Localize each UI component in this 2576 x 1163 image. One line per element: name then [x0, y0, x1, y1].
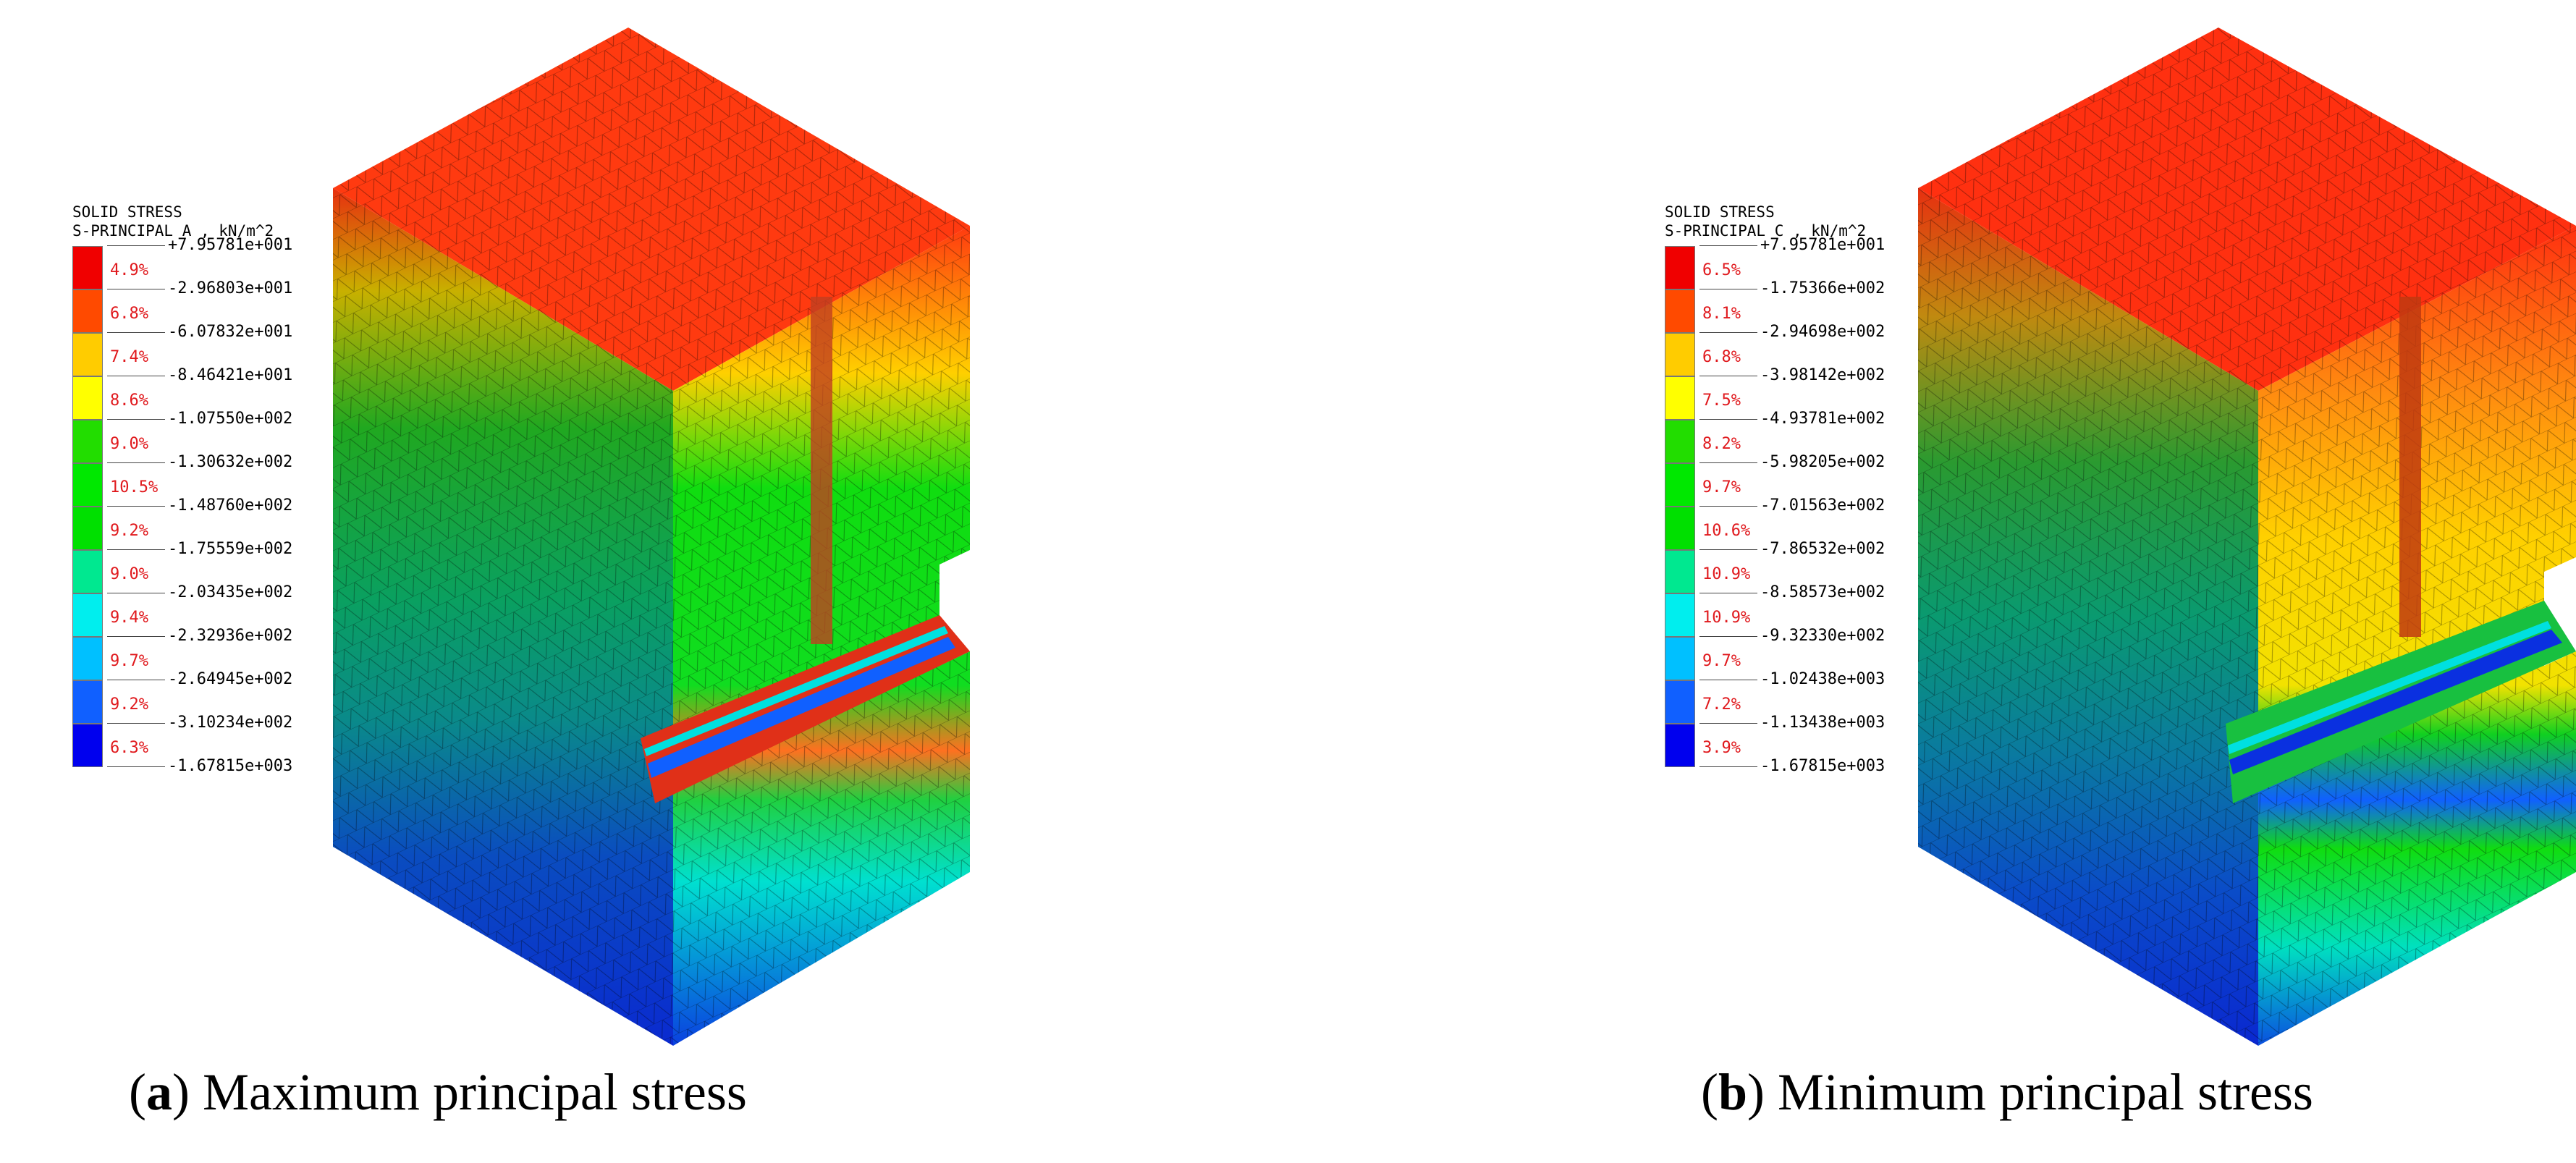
legend-percent: 6.8%: [1702, 348, 1741, 366]
legend-percent: 6.5%: [1702, 261, 1741, 279]
legend-value: -5.98205e+002: [1699, 453, 1885, 471]
legend-swatch: [1665, 420, 1695, 463]
legend-percent: 10.6%: [1702, 522, 1751, 540]
legend-value: -1.75366e+002: [1699, 279, 1885, 297]
legend-swatch: [1665, 550, 1695, 593]
legend-percent: 7.2%: [1702, 695, 1741, 714]
legend-percent: 7.5%: [1702, 392, 1741, 410]
legend-percent: 9.7%: [1702, 652, 1741, 670]
legend-percent: 10.5%: [110, 478, 159, 496]
legend-swatch: [72, 420, 103, 463]
legend-percent: 9.0%: [110, 435, 148, 453]
legend-percent: 9.7%: [1702, 478, 1741, 496]
legend-value: -8.58573e+002: [1699, 583, 1885, 601]
caption-text: Minimum principal stress: [1765, 1063, 2313, 1121]
legend-value: -2.94698e+002: [1699, 323, 1885, 341]
legend-value: -7.01563e+002: [1699, 496, 1885, 515]
legend-percent: 4.9%: [110, 261, 148, 279]
legend-swatch: [72, 680, 103, 724]
legend-value: -4.93781e+002: [1699, 410, 1885, 428]
caption-a: (a) Maximum principal stress: [129, 1063, 747, 1121]
legend-swatch: [72, 550, 103, 593]
vertical-slot: [2399, 297, 2421, 637]
legend-percent: 8.2%: [1702, 435, 1741, 453]
legend-value: -1.02438e+003: [1699, 670, 1885, 688]
legend-b: SOLID STRESS S-PRINCIPAL C , kN/m^2 +7.9…: [1665, 203, 1885, 775]
legend-value: -9.32330e+002: [1699, 627, 1885, 645]
legend-swatch: [1665, 376, 1695, 420]
legend-swatch: [1665, 507, 1695, 550]
legend-percent: 9.2%: [110, 522, 148, 540]
legend-percent: 8.1%: [1702, 305, 1741, 323]
legend-percent: 10.9%: [1702, 565, 1751, 583]
vertical-slot: [811, 297, 832, 644]
legend-value: -2.64945e+002: [107, 670, 292, 688]
legend-swatch: [1665, 593, 1695, 637]
legend-swatch: [72, 637, 103, 680]
legend-swatch: [1665, 637, 1695, 680]
legend-title-1: SOLID STRESS: [72, 203, 182, 221]
legend-swatch: [1665, 724, 1695, 767]
legend-value: -6.07832e+001: [107, 323, 292, 341]
legend-swatch: [72, 333, 103, 376]
legend-value: -1.30632e+002: [107, 453, 292, 471]
legend-value: -2.96803e+001: [107, 279, 292, 297]
legend-value: -1.07550e+002: [107, 410, 292, 428]
legend-percent: 9.4%: [110, 609, 148, 627]
legend-swatch: [1665, 333, 1695, 376]
legend-value: +7.95781e+001: [107, 236, 292, 254]
caption-text: Maximum principal stress: [189, 1063, 747, 1121]
legend-value: -2.03435e+002: [107, 583, 292, 601]
legend-swatch: [72, 246, 103, 289]
caption-letter: a: [145, 1063, 172, 1121]
legend-swatch: [72, 289, 103, 333]
legend-percent: 10.9%: [1702, 609, 1751, 627]
legend-value: -8.46421e+001: [107, 366, 292, 384]
legend-value: -1.67815e+003: [107, 757, 292, 775]
legend-percent: 8.6%: [110, 392, 148, 410]
legend-percent: 7.4%: [110, 348, 148, 366]
legend-percent: 9.7%: [110, 652, 148, 670]
panel-b: SOLID STRESS S-PRINCIPAL C , kN/m^2 +7.9…: [1288, 0, 2576, 1163]
legend-colorbar: +7.95781e+001 -1.75366e+002 -2.94698e+002 -…: [1665, 236, 1885, 775]
legend-swatch: [1665, 289, 1695, 333]
caption-letter: b: [1718, 1063, 1748, 1121]
legend-colorbar: +7.95781e+001 -2.96803e+001 -6.07832e+001 -…: [72, 236, 292, 775]
legend-value: -7.86532e+002: [1699, 540, 1885, 558]
legend-value: -3.98142e+002: [1699, 366, 1885, 384]
legend-swatch: [72, 724, 103, 767]
legend-value: +7.95781e+001: [1699, 236, 1885, 254]
legend-swatch: [72, 463, 103, 507]
legend-percent: 3.9%: [1702, 739, 1741, 757]
legend-swatch: [1665, 463, 1695, 507]
legend-percent: 9.2%: [110, 695, 148, 714]
legend-title-1: SOLID STRESS: [1665, 203, 1775, 221]
legend-percent: 9.0%: [110, 565, 148, 583]
legend-swatch: [72, 593, 103, 637]
legend-value: -1.48760e+002: [107, 496, 292, 515]
legend-value: -2.32936e+002: [107, 627, 292, 645]
legend-percent: 6.3%: [110, 739, 148, 757]
legend-value: -3.10234e+002: [107, 714, 292, 732]
legend-swatch: [72, 376, 103, 420]
fe-model-max-principal: [333, 28, 970, 1046]
legend-swatch: [1665, 246, 1695, 289]
legend-percent: 6.8%: [110, 305, 148, 323]
legend-value: -1.67815e+003: [1699, 757, 1885, 775]
legend-swatch: [72, 507, 103, 550]
legend-a: SOLID STRESS S-PRINCIPAL A , kN/m^2 +7.9…: [72, 203, 292, 775]
legend-swatch: [1665, 680, 1695, 724]
fe-model-min-principal: [1918, 28, 2576, 1046]
legend-value: -1.75559e+002: [107, 540, 292, 558]
panel-a: SOLID STRESS S-PRINCIPAL A , kN/m^2 +7.9…: [0, 0, 1288, 1163]
legend-value: -1.13438e+003: [1699, 714, 1885, 732]
caption-b: (b) Minimum principal stress: [1701, 1063, 2313, 1121]
